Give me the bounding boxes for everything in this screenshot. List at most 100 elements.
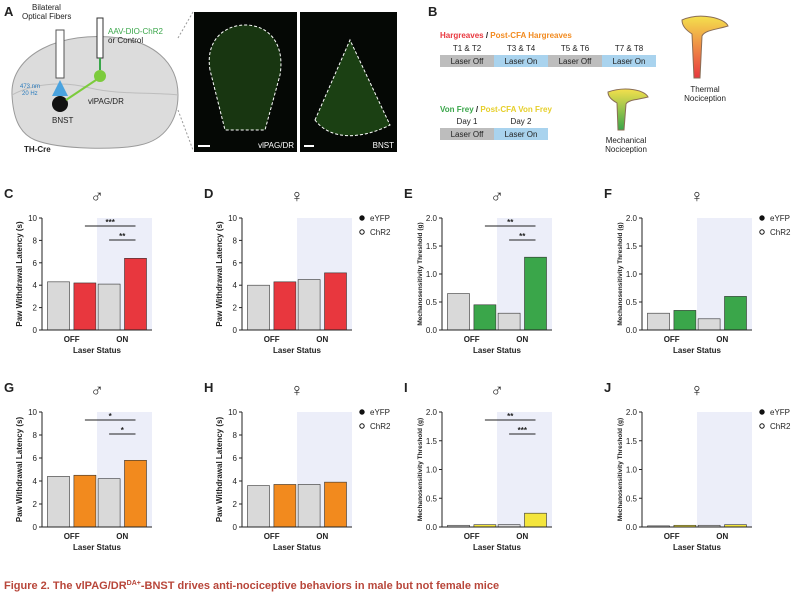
y-tick-label: 0 [33, 326, 38, 335]
sex-symbol: ♀ [290, 380, 304, 400]
y-tick-label: 4 [233, 281, 238, 290]
y-axis-label: Mechanosensitivity Threshold (g) [417, 222, 424, 325]
legend-marker [359, 409, 365, 415]
y-tick-label: 2.0 [426, 408, 438, 417]
x-tick-label: ON [516, 532, 528, 541]
bar [273, 281, 297, 331]
y-tick-label: 0 [33, 523, 38, 532]
brain-line [11, 83, 179, 96]
bar [124, 459, 147, 528]
bar [324, 481, 347, 528]
panel-letter: C [4, 186, 14, 201]
chart: G ♂ 0 2 4 6 8 10 Paw Withdrawal Latency (s) OFF ON… [4, 380, 152, 552]
caption-label: Figure 2. [4, 580, 50, 592]
panel-letter: A [4, 4, 14, 19]
y-tick-label: 2.0 [626, 408, 638, 417]
caption-text: The vlPAG/DR [50, 580, 127, 592]
trial-state: Laser Off [559, 57, 593, 66]
panel-letter: D [204, 186, 213, 201]
panel-letter: J [604, 380, 611, 395]
label: vlPAG/DR [88, 97, 124, 106]
y-tick-label: 4 [233, 477, 238, 486]
label: BNST [52, 116, 73, 125]
bar [673, 310, 697, 331]
bar [447, 293, 470, 331]
y-tick-label: 0 [233, 326, 238, 335]
x-axis-label: Laser Status [473, 346, 522, 355]
x-axis-label: Laser Status [273, 346, 322, 355]
panel-a: A Bilateral Optical Fibers AAV-DIO-ChR2 … [4, 3, 397, 154]
bar [324, 272, 347, 331]
label: vlPAG/DR [258, 141, 294, 150]
y-tick-label: 1.0 [426, 466, 438, 475]
panel-b: B Hargreaves / Post-CFA Hargreaves T1 & … [428, 4, 729, 154]
x-tick-label: OFF [264, 532, 280, 541]
y-tick-label: 2 [33, 304, 38, 313]
legend-marker [359, 229, 365, 235]
panel-letter: E [404, 186, 413, 201]
bar [47, 476, 70, 528]
trial-label: T5 & T6 [561, 44, 590, 53]
projection [65, 79, 97, 101]
y-tick-label: 1.5 [426, 437, 438, 446]
legend-marker [759, 215, 765, 221]
trial-label: T1 & T2 [453, 44, 482, 53]
label: Optical Fibers [22, 12, 71, 21]
bar [497, 312, 521, 331]
trial-label: T3 & T4 [507, 44, 536, 53]
legend-label: eYFP [770, 408, 790, 417]
syringe [96, 17, 104, 59]
y-tick-label: 0.0 [426, 523, 438, 532]
y-tick-label: 6 [33, 259, 38, 268]
bar [647, 312, 670, 331]
trial-box [602, 55, 656, 67]
svg-text:Hargreaves / Post-CFA Hargreav: Hargreaves / Post-CFA Hargreaves [440, 31, 572, 40]
vlpag-dot [94, 70, 106, 82]
y-tick-label: 6 [233, 454, 238, 463]
bar [273, 484, 297, 528]
mechanical-icon [607, 88, 649, 131]
caption: Figure 2. The vlPAG/DRDA+-BNST drives an… [4, 580, 499, 592]
day-state: Laser On [505, 130, 538, 139]
x-tick-label: OFF [664, 335, 680, 344]
y-tick-label: 8 [33, 431, 38, 440]
sex-symbol: ♂ [490, 186, 504, 206]
outline [314, 38, 391, 137]
x-tick-label: OFF [464, 532, 480, 541]
y-tick-label: 6 [33, 454, 38, 463]
significance-label: ** [119, 232, 126, 241]
day-label: Day 2 [511, 117, 532, 126]
significance-label: * [121, 426, 125, 435]
y-tick-label: 1.0 [626, 270, 638, 279]
legend-label: ChR2 [770, 422, 791, 431]
significance-label: ** [507, 218, 514, 227]
on-region [697, 412, 752, 527]
trial-box [440, 55, 494, 67]
bar [247, 485, 270, 528]
sex-symbol: ♀ [690, 380, 704, 400]
y-axis-label: Paw Withdrawal Latency (s) [215, 221, 224, 327]
svg-text:Von Frey / Post-CFA Von Frey: Von Frey / Post-CFA Von Frey [440, 105, 552, 114]
legend-label: eYFP [770, 214, 790, 223]
label: BNST [373, 141, 394, 150]
day-state: Laser Off [451, 130, 485, 139]
bar [297, 279, 321, 331]
y-tick-label: 10 [28, 408, 37, 417]
bar [524, 256, 547, 331]
trial-box [494, 55, 548, 67]
x-tick-label: ON [516, 335, 528, 344]
chart: C ♂ 0 2 4 6 8 10 Paw Withdrawal Latency (s) OFF ON… [4, 186, 152, 355]
y-tick-label: 0 [233, 523, 238, 532]
panel-letter: F [604, 186, 612, 201]
label: AAV-DIO-ChR2 [108, 27, 164, 36]
x-axis-label: Laser Status [73, 543, 122, 552]
x-tick-label: ON [716, 335, 728, 344]
label: Nociception [605, 145, 647, 154]
chart: H ♀ 0 2 4 6 8 10 Paw Withdrawal Latency (s) OFF ON… [204, 380, 391, 552]
trial-state: Laser On [613, 57, 646, 66]
trial-box [548, 55, 602, 67]
y-tick-label: 4 [33, 477, 38, 486]
